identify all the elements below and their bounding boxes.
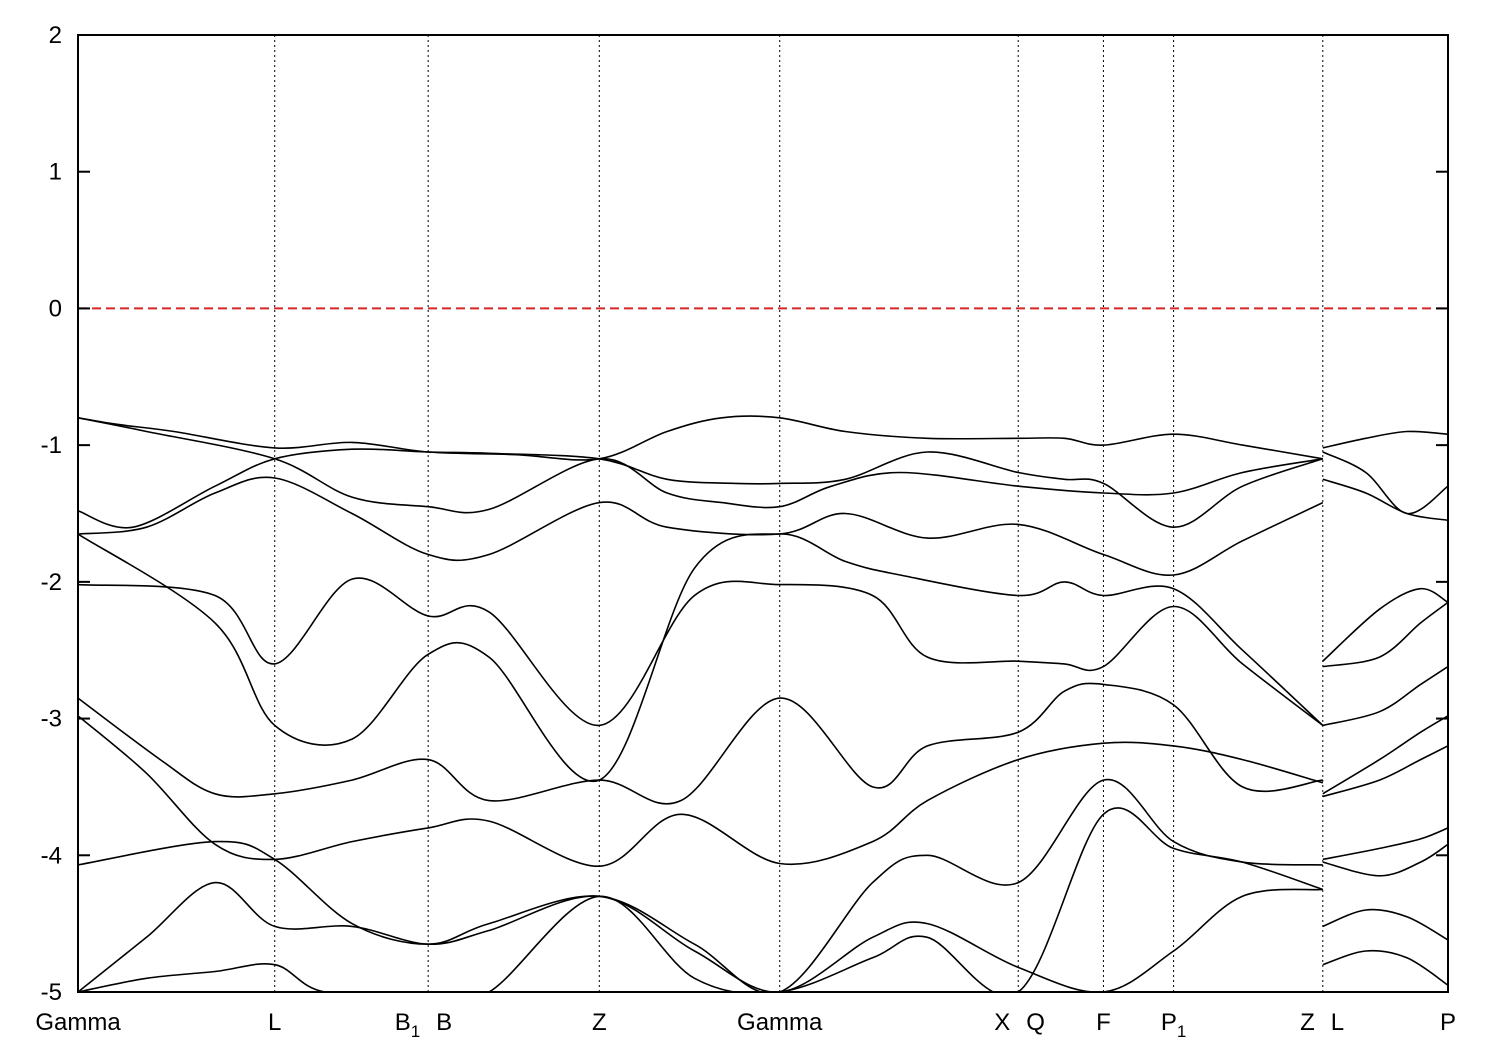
y-tick-label-6: 1: [49, 159, 62, 186]
plot-frame: [77, 34, 1449, 993]
band-1: [78, 417, 1323, 514]
x-tick-label-11: L: [1331, 1009, 1344, 1036]
band-15: [1322, 601, 1448, 668]
band-lines: [78, 415, 1448, 992]
x-tick-label-0: Gamma: [35, 1009, 121, 1036]
x-tick-label-5: Gamma: [737, 1009, 823, 1036]
x-axis: Gamma L B1 B Z Gamma X Q F P1 Z L P: [35, 1009, 1456, 1041]
band-6: [78, 682, 1323, 805]
band-11: [1322, 430, 1448, 449]
x-tick-label-9: P1: [1161, 1009, 1186, 1041]
x-tick-label-1: L: [268, 1009, 281, 1036]
band-2: [78, 448, 1324, 529]
y-tick-label-5: 0: [49, 295, 62, 322]
band-10: [78, 807, 1324, 992]
band-21: [1322, 908, 1448, 941]
y-tick-label-1: -4: [41, 842, 62, 869]
band-16: [1322, 665, 1448, 727]
y-tick-label-4: -1: [41, 432, 62, 459]
x-tick-label-6: X: [994, 1009, 1010, 1036]
x-tick-label-10: Z: [1300, 1009, 1315, 1036]
y-axis: -5 -4 -3 -2 -1 0 1 2: [41, 22, 1448, 1006]
y-tick-label-0: -5: [41, 979, 62, 1006]
band-18: [1322, 745, 1448, 798]
band-9: [78, 881, 1323, 992]
y-tick-label-7: 2: [49, 22, 62, 49]
band-22: [1322, 949, 1448, 986]
band-20: [1322, 843, 1448, 877]
band-5: [78, 533, 1324, 783]
band-19: [1322, 827, 1448, 861]
band-14: [1322, 587, 1448, 662]
band-0: [78, 415, 1323, 461]
band-8: [78, 778, 1323, 992]
band-13: [1322, 478, 1448, 522]
x-tick-label-12: P: [1440, 1009, 1456, 1036]
x-tick-label-4: Z: [592, 1009, 607, 1036]
y-tick-label-2: -3: [41, 706, 62, 733]
y-tick-label-3: -2: [41, 569, 62, 596]
band-17: [1322, 715, 1448, 795]
band-7: [78, 715, 1324, 868]
kpoint-gridlines: [274, 35, 1324, 992]
x-tick-label-3: B: [436, 1009, 452, 1036]
band-12: [1322, 451, 1448, 515]
x-tick-label-8: F: [1096, 1009, 1111, 1036]
x-tick-label-2: B1: [395, 1009, 420, 1041]
band-4: [78, 577, 1324, 727]
x-tick-label-7: Q: [1026, 1009, 1045, 1036]
band-3: [78, 476, 1324, 576]
